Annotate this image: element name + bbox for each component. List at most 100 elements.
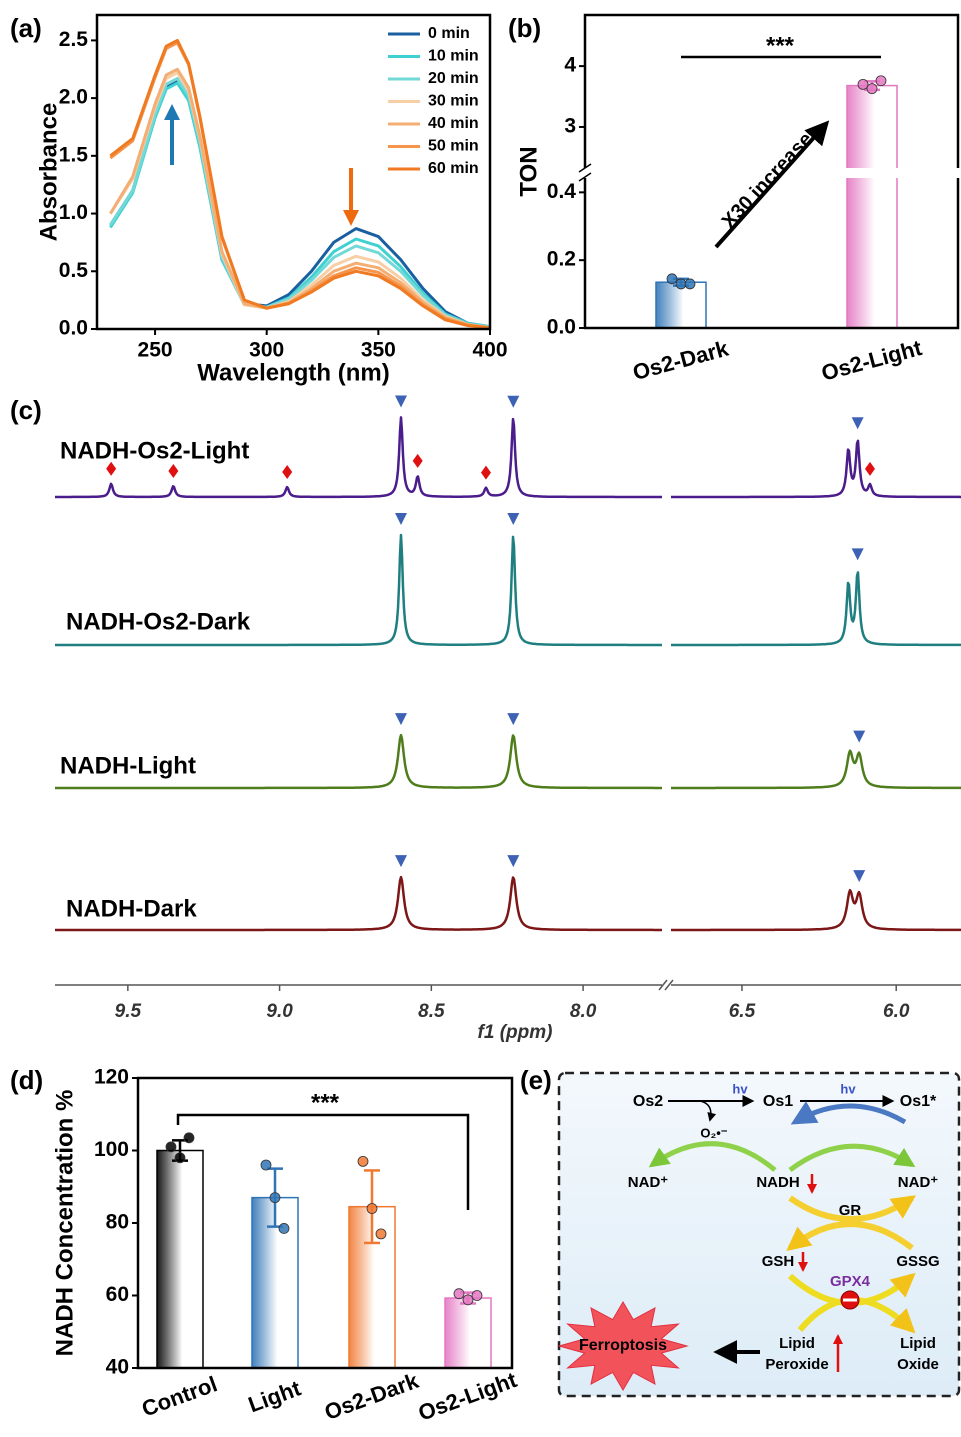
light-label: hv: [732, 1081, 748, 1096]
series-line: [109, 79, 491, 329]
legend-label: 60 min: [428, 160, 479, 177]
y-tick-label: 1.0: [59, 201, 88, 224]
peak-marker-triangle: [394, 855, 407, 868]
node-label: Ferroptosis: [579, 1337, 667, 1354]
light-label: hv: [840, 1081, 856, 1096]
data-point: [666, 273, 678, 285]
x-tick-label: 6.5: [729, 1001, 756, 1022]
y-tick-label: 80: [106, 1211, 129, 1234]
node-label: GSH: [762, 1253, 795, 1270]
x-axis-label: f1 (ppm): [478, 1022, 553, 1043]
enzyme-label: GPX4: [830, 1273, 871, 1290]
arrow: [788, 1143, 916, 1173]
axis-break-gap: [845, 168, 899, 178]
x-tick-label: 400: [472, 339, 507, 362]
axis-break: [664, 979, 674, 991]
panel-label: (b): [508, 13, 541, 43]
increase-arrow: [714, 120, 830, 249]
y-axis-label: NADH Concentration %: [51, 1090, 78, 1357]
axis-break: [578, 172, 592, 182]
data-point: [684, 278, 696, 290]
x-tick-label: 9.0: [266, 1001, 293, 1022]
data-point: [453, 1288, 465, 1300]
spectrum-trace: [54, 875, 961, 932]
x-tick-label: 8.5: [418, 1001, 445, 1022]
peak-marker-triangle: [851, 548, 864, 561]
data-point: [462, 1294, 474, 1306]
bar: [156, 1149, 204, 1369]
legend-label: 20 min: [428, 70, 479, 87]
pathway-diagram: Os2 hv Os1 hv Os1* O₂•⁻ NAD⁺ NADH NAD⁺ G…: [557, 1071, 961, 1398]
peak-marker-diamond: [106, 461, 117, 476]
data-point: [165, 1141, 177, 1153]
data-point: [260, 1159, 272, 1171]
data-point: [471, 1290, 483, 1301]
y-tick-label: 0.2: [547, 248, 576, 271]
node-label: NAD⁺: [898, 1174, 938, 1191]
peak-marker-diamond: [480, 465, 491, 480]
arrow: [699, 1100, 717, 1122]
axis-break-gap: [955, 168, 961, 178]
data-point: [866, 83, 878, 95]
y-axis-label: Absorbance: [35, 103, 62, 242]
bar: [444, 1297, 492, 1369]
peak-marker-triangle: [507, 713, 520, 726]
data-point: [278, 1223, 290, 1234]
node-label: Oxide: [897, 1356, 939, 1373]
arrow: [788, 1195, 916, 1222]
node-label: Os1: [763, 1093, 793, 1110]
peak-marker-triangle: [507, 855, 520, 868]
legend-label: 50 min: [428, 138, 479, 155]
data-point: [675, 278, 687, 290]
peak-marker-triangle: [507, 512, 520, 525]
spectrum-label: NADH-Light: [60, 752, 196, 779]
node-label: Lipid: [900, 1335, 936, 1352]
legend-label: 10 min: [428, 48, 479, 65]
data-point: [875, 75, 887, 87]
spectrum-trace: [54, 416, 961, 499]
peak-marker-triangle: [853, 870, 866, 883]
y-axis-label: TON: [515, 146, 542, 196]
y-tick-label: 0.5: [59, 259, 89, 282]
y-tick-label: 1.5: [59, 143, 89, 166]
spectrum-trace: [54, 533, 961, 647]
legend-label: 0 min: [428, 25, 470, 42]
data-point: [183, 1132, 195, 1144]
significance-label: ***: [311, 1089, 340, 1116]
y-tick-label: 0.0: [547, 316, 576, 339]
node-label: NAD⁺: [628, 1174, 668, 1191]
node-label: NADH: [756, 1174, 799, 1191]
bar: [846, 84, 898, 329]
peak-marker-triangle: [853, 730, 866, 743]
ferroptosis-burst: [557, 1301, 689, 1391]
peak-marker-diamond: [412, 453, 423, 468]
panel-label: (a): [10, 13, 42, 43]
spectrum-label: NADH-Os2-Dark: [66, 608, 251, 635]
x-tick-label: 250: [138, 339, 173, 362]
axis-break: [658, 979, 668, 991]
node-label: Peroxide: [765, 1356, 828, 1373]
y-tick-label: 2.5: [59, 28, 89, 51]
y-tick-label: 40: [106, 1356, 129, 1379]
plot-frame: [95, 13, 492, 331]
series-line: [109, 38, 491, 330]
node-label: Os1*: [900, 1093, 937, 1110]
data-point: [375, 1228, 387, 1240]
y-tick-label: 120: [94, 1066, 129, 1089]
enzyme-label: GR: [839, 1202, 862, 1219]
panel-label: (c): [10, 395, 42, 425]
y-tick-label: 60: [106, 1283, 129, 1306]
x-tick-label: 6.0: [883, 1001, 910, 1022]
y-tick-label: 0.0: [59, 317, 88, 340]
peak-marker-diamond: [282, 465, 293, 480]
y-tick-label: 100: [94, 1138, 129, 1161]
node-label: Os2: [633, 1093, 663, 1110]
data-point: [269, 1192, 281, 1204]
panel-label: (d): [10, 1065, 43, 1095]
spectrum-trace: [54, 733, 961, 790]
data-point: [174, 1152, 186, 1164]
axis-break-gap: [582, 168, 588, 178]
node-label: O₂•⁻: [700, 1125, 727, 1140]
y-tick-label: 2.0: [59, 86, 88, 109]
